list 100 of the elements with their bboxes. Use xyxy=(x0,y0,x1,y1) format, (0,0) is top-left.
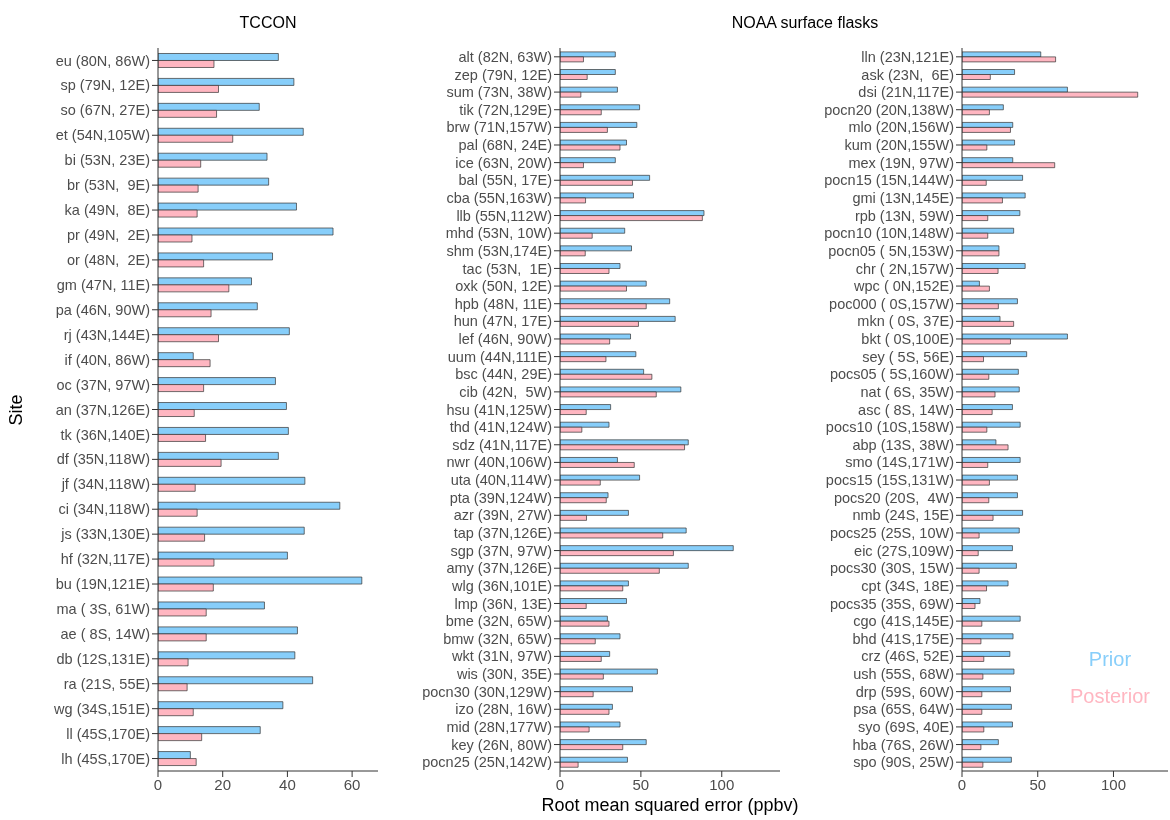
y-tick-label: tik (72N,129E) xyxy=(459,101,552,118)
y-tick-label: kum (20N,155W) xyxy=(844,137,954,154)
y-tick-label: llb (55N,112W) xyxy=(456,207,552,224)
y-tick-label: cgo (41S,145E) xyxy=(853,613,954,630)
text: Prior xyxy=(1087,647,1133,672)
y-tick-label: rj (43N,144E) xyxy=(63,326,150,343)
y-tick-label: db (12S,131E) xyxy=(56,650,150,667)
y-tick-label: jf (34N,118W) xyxy=(60,476,150,493)
y-tick-label: pocn05 ( 5N,153W) xyxy=(828,242,954,259)
y-tick-label: pocn25 (25N,142W) xyxy=(422,754,552,771)
y-tick-label: pocs05 ( 5S,160W) xyxy=(829,366,954,383)
y-tick-label: if (40N, 86W) xyxy=(64,351,150,368)
y-tick-label: so (67N, 27E) xyxy=(60,102,150,119)
x-tick-label: 20 xyxy=(214,775,232,793)
y-tick-label: ma ( 3S, 61W) xyxy=(56,601,150,618)
y-tick-label: bhd (41S,175E) xyxy=(852,630,954,647)
y-tick-label: wg (34S,151E) xyxy=(53,700,150,717)
y-tick-label: wpc ( 0N,152E) xyxy=(853,278,954,295)
y-tick-label: brw (71N,157W) xyxy=(446,119,552,136)
y-tick-label: bkt ( 0S,100E) xyxy=(861,331,954,348)
y-tick-label: asc ( 8S, 14W) xyxy=(858,401,954,418)
y-tick-label: gmi (13N,145E) xyxy=(852,189,954,206)
y-tick-label: pocs15 (15S,131W) xyxy=(825,472,954,489)
y-tick-label: oxk (50N, 12E) xyxy=(455,278,552,295)
y-tick-label: hpb (48N, 11E) xyxy=(454,295,552,312)
text: Posterior xyxy=(1069,684,1150,709)
y-tick-label: pa (46N, 90W) xyxy=(55,301,150,318)
x-tick-label: 0 xyxy=(957,775,967,793)
y-tick-label: uum (44N,111E) xyxy=(447,348,552,365)
y-tick-label: oc (37N, 97W) xyxy=(56,376,150,393)
y-tick-label: lmp (36N, 13E) xyxy=(454,595,552,612)
y-tick-label: uta (40N,114W) xyxy=(450,472,552,489)
y-tick-label: pocn10 (10N,148W) xyxy=(824,225,954,242)
y-tick-label: sey ( 5S, 56E) xyxy=(862,348,954,365)
y-tick-label: dsi (21N,117E) xyxy=(858,84,954,101)
y-tick-label: poc000 ( 0S,157W) xyxy=(829,295,954,312)
y-tick-label: mid (28N,177W) xyxy=(446,718,552,735)
y-tick-label: bmw (32N, 65W) xyxy=(443,630,552,647)
y-tick-label: crz (46S, 52E) xyxy=(861,648,954,665)
x-tick-label: 100 xyxy=(709,775,735,793)
y-tick-label: wis (30N, 35E) xyxy=(455,666,552,683)
y-tick-label: hsu (41N,125W) xyxy=(446,401,552,418)
y-tick-label: sp (79N, 12E) xyxy=(60,77,150,94)
y-tick-label: hun (47N, 17E) xyxy=(453,313,552,330)
y-tick-label: ae ( 8S, 14W) xyxy=(60,625,150,642)
x-tick-label: 40 xyxy=(279,775,296,793)
x-axis-title: Root mean squared error (ppbv) xyxy=(540,795,800,816)
y-tick-label: ka (49N, 8E) xyxy=(64,202,150,219)
y-tick-label: cba (55N,163W) xyxy=(446,189,552,206)
x-tick-label: 0 xyxy=(153,775,163,793)
y-tick-label: pocn30 (30N,129W) xyxy=(422,683,552,700)
y-tick-label: pta (39N,124W) xyxy=(449,489,552,506)
y-tick-label: df (35N,118W) xyxy=(56,451,150,468)
x-tick-label: 50 xyxy=(632,775,650,793)
y-tick-label: br (53N, 9E) xyxy=(67,177,150,194)
y-tick-label: amy (37N,126E) xyxy=(446,560,552,577)
y-tick-label: mhd (53N, 10W) xyxy=(445,225,552,242)
y-tick-label: hba (76S, 26W) xyxy=(852,736,954,753)
chart-title: NOAA surface flasks xyxy=(730,14,880,32)
y-tick-label: alt (82N, 63W) xyxy=(458,48,552,65)
y-tick-label: tac (53N, 1E) xyxy=(462,260,552,277)
x-tick-label: 60 xyxy=(343,775,361,793)
y-tick-label: bu (19N,121E) xyxy=(55,576,150,593)
y-tick-label: zep (79N, 12E) xyxy=(454,66,552,83)
y-tick-label: lln (23N,121E) xyxy=(861,48,954,65)
y-tick-label: izo (28N, 16W) xyxy=(455,701,552,718)
x-tick-label: 100 xyxy=(1100,775,1126,793)
y-tick-label: ra (21S, 55E) xyxy=(63,675,150,692)
y-tick-label: js (33N,130E) xyxy=(60,526,150,543)
y-tick-label: hf (32N,117E) xyxy=(60,551,150,568)
chart-title: TCCON xyxy=(238,14,298,32)
y-tick-label: cib (42N, 5W) xyxy=(459,383,552,400)
y-tick-label: an (37N,126E) xyxy=(55,401,150,418)
y-tick-label: mex (19N, 97W) xyxy=(848,154,954,171)
y-tick-label: or (48N, 2E) xyxy=(67,251,150,268)
y-tick-label: nat ( 6S, 35W) xyxy=(860,383,954,400)
y-tick-label: pocn20 (20N,138W) xyxy=(824,101,954,118)
y-tick-label: drp (59S, 60W) xyxy=(855,683,954,700)
y-tick-label: chr ( 2N,157W) xyxy=(855,260,954,277)
y-tick-label: pocs35 (35S, 69W) xyxy=(829,595,954,612)
y-tick-label: et (54N,105W) xyxy=(55,127,150,144)
y-tick-label: rpb (13N, 59W) xyxy=(854,207,954,224)
y-tick-label: thd (41N,124W) xyxy=(449,419,552,436)
y-tick-label: nmb (24S, 15E) xyxy=(852,507,954,524)
y-tick-label: key (26N, 80W) xyxy=(451,736,552,753)
x-tick-label: 0 xyxy=(555,775,565,793)
y-tick-label: ice (63N, 20W) xyxy=(455,154,552,171)
y-tick-label: lh (45S,170E) xyxy=(61,750,150,767)
y-tick-label: bi (53N, 23E) xyxy=(64,152,150,169)
y-tick-label: sum (73N, 38W) xyxy=(446,84,552,101)
y-tick-label: gm (47N, 11E) xyxy=(56,276,150,293)
y-tick-label: abp (13S, 38W) xyxy=(852,436,954,453)
y-tick-label: ll (45S,170E) xyxy=(66,725,150,742)
y-tick-label: bal (55N, 17E) xyxy=(458,172,552,189)
y-tick-label: cpt (34S, 18E) xyxy=(861,577,954,594)
y-tick-label: pocn15 (15N,144W) xyxy=(824,172,954,189)
y-tick-label: nwr (40N,106W) xyxy=(446,454,552,471)
y-tick-label: sdz (41N,117E) xyxy=(452,436,552,453)
y-tick-label: bme (32N, 65W) xyxy=(445,613,552,630)
y-tick-label: mkn ( 0S, 37E) xyxy=(857,313,954,330)
